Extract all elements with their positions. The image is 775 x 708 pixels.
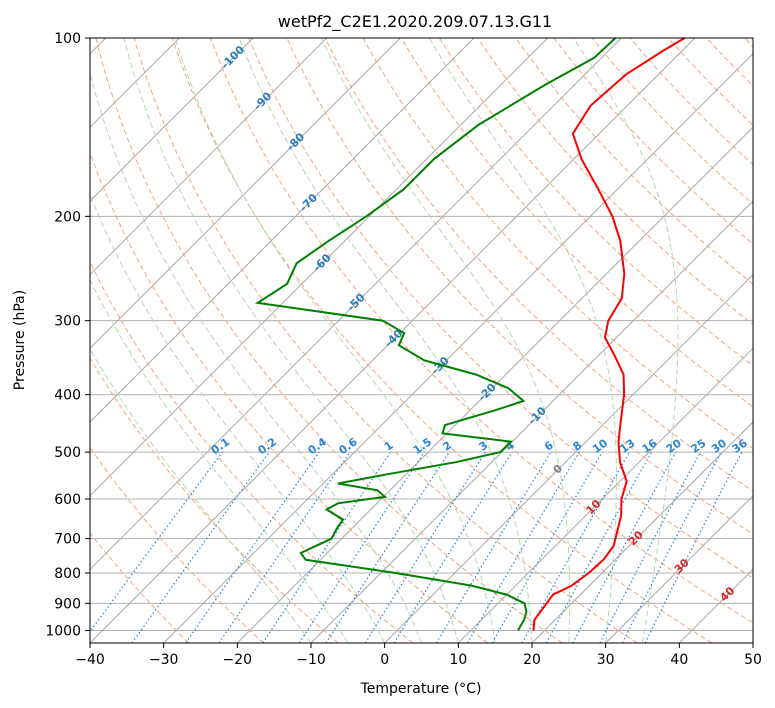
plot-frame bbox=[89, 37, 754, 644]
y-axis-ticks: 1000 900 800 700 600 500 400 300 200 100 bbox=[45, 31, 90, 639]
isotherm-line bbox=[90, 38, 401, 350]
moist-adiabat-lines bbox=[90, 38, 679, 643]
x-axis-ticks: −40 −30 −20 −10 0 10 20 30 40 50 bbox=[75, 643, 762, 668]
isotherm-line bbox=[384, 273, 753, 643]
moist-adiabat-line bbox=[238, 38, 533, 643]
dry-adiabat-line bbox=[90, 260, 414, 643]
dry-adiabat-line bbox=[133, 38, 638, 643]
moist-adiabat-line bbox=[428, 38, 617, 643]
mixing-ratio-line bbox=[521, 451, 631, 643]
moist-adiabat-line bbox=[320, 38, 571, 643]
dry-adiabat-line bbox=[362, 38, 753, 450]
dry-adiabat-line bbox=[477, 38, 753, 326]
isotherm-lines bbox=[90, 38, 753, 643]
mixing-ratio-line bbox=[466, 451, 580, 643]
moist-adiabat-line bbox=[90, 348, 312, 643]
x-tick-label: 0 bbox=[380, 652, 389, 668]
dewpoint-profile-line bbox=[254, 38, 617, 631]
mixing-ratio-line bbox=[393, 451, 513, 643]
mixing-ratio-line bbox=[435, 451, 552, 643]
x-tick-label: −40 bbox=[75, 652, 105, 668]
dry-adiabat-line bbox=[95, 38, 563, 643]
mixing-ratio-line bbox=[90, 451, 223, 633]
y-tick-label: 600 bbox=[54, 492, 81, 508]
dry-adiabat-line bbox=[90, 532, 190, 643]
mixing-ratio-line bbox=[325, 451, 450, 643]
isotherm-line bbox=[236, 126, 753, 643]
mixing-ratio-line bbox=[545, 451, 653, 643]
x-axis-label: Temperature (°C) bbox=[360, 681, 482, 697]
x-tick-label: 10 bbox=[449, 652, 467, 668]
x-tick-label: 50 bbox=[744, 652, 762, 668]
moist-adiabat-line bbox=[174, 38, 496, 643]
dry-adiabat-line bbox=[591, 38, 753, 205]
isotherm-line bbox=[90, 38, 696, 643]
dry-adiabat-line bbox=[400, 38, 753, 408]
dry-adiabat-line bbox=[90, 151, 488, 643]
moist-adiabat-line bbox=[572, 38, 679, 643]
moist-adiabat-line bbox=[90, 71, 422, 643]
y-axis-label: Pressure (hPa) bbox=[12, 290, 28, 390]
isotherm-line bbox=[90, 38, 328, 276]
dry-adiabat-line bbox=[286, 38, 753, 535]
isotherm-line bbox=[605, 494, 753, 643]
y-tick-label: 100 bbox=[54, 31, 81, 47]
moist-adiabat-line bbox=[123, 38, 459, 643]
isotherm-line bbox=[90, 38, 622, 571]
x-tick-label: −30 bbox=[149, 652, 179, 668]
dry-adiabat-line bbox=[248, 38, 753, 579]
chart-title: wetPf2_C2E1.2020.209.07.13.G11 bbox=[278, 12, 552, 32]
temperature-profile-line bbox=[532, 38, 686, 631]
dry-adiabat-line bbox=[171, 38, 712, 643]
y-tick-label: 400 bbox=[54, 388, 81, 404]
y-tick-label: 500 bbox=[54, 445, 81, 461]
moist-adiabat-line bbox=[90, 193, 386, 643]
mixing-ratio-line bbox=[364, 451, 486, 643]
y-tick-label: 900 bbox=[54, 596, 81, 612]
x-tick-label: 20 bbox=[523, 652, 541, 668]
dry-adiabat-line bbox=[324, 38, 753, 492]
isotherm-line bbox=[90, 38, 254, 202]
dry-adiabat-lines bbox=[90, 38, 753, 643]
mixing-ratio-line bbox=[185, 451, 320, 643]
dry-adiabat-line bbox=[438, 38, 753, 367]
mixing-ratio-line bbox=[572, 451, 677, 643]
mixing-ratio-line bbox=[131, 451, 270, 643]
mixing-ratio-line bbox=[218, 451, 351, 643]
moist-adiabat-line bbox=[90, 279, 349, 643]
y-tick-label: 300 bbox=[54, 314, 81, 330]
isotherm-line bbox=[531, 421, 753, 643]
x-tick-label: 40 bbox=[670, 652, 688, 668]
x-tick-label: 30 bbox=[597, 652, 615, 668]
mixing-ratio-line bbox=[491, 451, 603, 643]
isotherm-line bbox=[457, 347, 753, 643]
y-tick-label: 800 bbox=[54, 566, 81, 582]
y-tick-label: 700 bbox=[54, 532, 81, 548]
y-tick-label: 200 bbox=[54, 209, 81, 225]
isotherm-line bbox=[90, 38, 475, 423]
dry-adiabat-line bbox=[553, 38, 753, 245]
x-tick-label: −20 bbox=[223, 652, 253, 668]
y-tick-label: 1000 bbox=[45, 623, 81, 639]
mixing-ratio-lines bbox=[90, 451, 743, 643]
isotherm-line bbox=[90, 38, 549, 497]
plot-area: 0.1 0.2 0.4 0.6 1 1.5 2 3 4 6 8 10 13 16 20 25 30 36-100-… bbox=[90, 38, 753, 643]
isotherm-line bbox=[163, 52, 753, 643]
pressure-gridlines bbox=[90, 38, 753, 631]
x-tick-label: −10 bbox=[296, 652, 326, 668]
